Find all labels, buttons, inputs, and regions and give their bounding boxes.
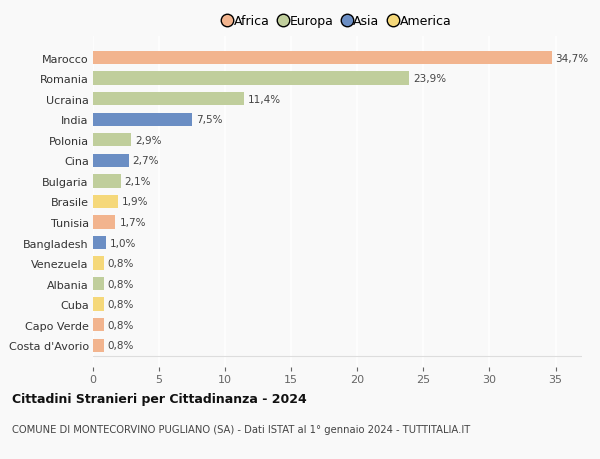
Bar bbox=[93, 72, 409, 85]
Text: 23,9%: 23,9% bbox=[413, 74, 446, 84]
Bar bbox=[93, 216, 115, 229]
Text: 0,8%: 0,8% bbox=[107, 279, 134, 289]
Bar bbox=[93, 298, 104, 311]
Text: 0,8%: 0,8% bbox=[107, 320, 134, 330]
Text: COMUNE DI MONTECORVINO PUGLIANO (SA) - Dati ISTAT al 1° gennaio 2024 - TUTTITALI: COMUNE DI MONTECORVINO PUGLIANO (SA) - D… bbox=[12, 425, 470, 435]
Text: 34,7%: 34,7% bbox=[556, 53, 589, 63]
Text: 0,8%: 0,8% bbox=[107, 300, 134, 309]
Bar bbox=[93, 175, 121, 188]
Bar bbox=[93, 319, 104, 332]
Bar bbox=[93, 52, 551, 65]
Bar bbox=[93, 134, 131, 147]
Text: 11,4%: 11,4% bbox=[248, 95, 281, 104]
Bar bbox=[93, 195, 118, 209]
Text: 1,9%: 1,9% bbox=[122, 197, 149, 207]
Bar bbox=[93, 339, 104, 352]
Bar bbox=[93, 93, 244, 106]
Text: 0,8%: 0,8% bbox=[107, 258, 134, 269]
Bar bbox=[93, 154, 128, 168]
Bar bbox=[93, 236, 106, 250]
Legend: Africa, Europa, Asia, America: Africa, Europa, Asia, America bbox=[224, 15, 451, 28]
Text: 2,1%: 2,1% bbox=[125, 176, 151, 186]
Bar bbox=[93, 257, 104, 270]
Text: Cittadini Stranieri per Cittadinanza - 2024: Cittadini Stranieri per Cittadinanza - 2… bbox=[12, 392, 307, 405]
Text: 7,5%: 7,5% bbox=[196, 115, 223, 125]
Text: 1,0%: 1,0% bbox=[110, 238, 137, 248]
Text: 2,7%: 2,7% bbox=[133, 156, 159, 166]
Text: 2,9%: 2,9% bbox=[135, 135, 162, 146]
Bar bbox=[93, 113, 192, 127]
Text: 1,7%: 1,7% bbox=[119, 218, 146, 228]
Text: 0,8%: 0,8% bbox=[107, 341, 134, 351]
Bar bbox=[93, 277, 104, 291]
